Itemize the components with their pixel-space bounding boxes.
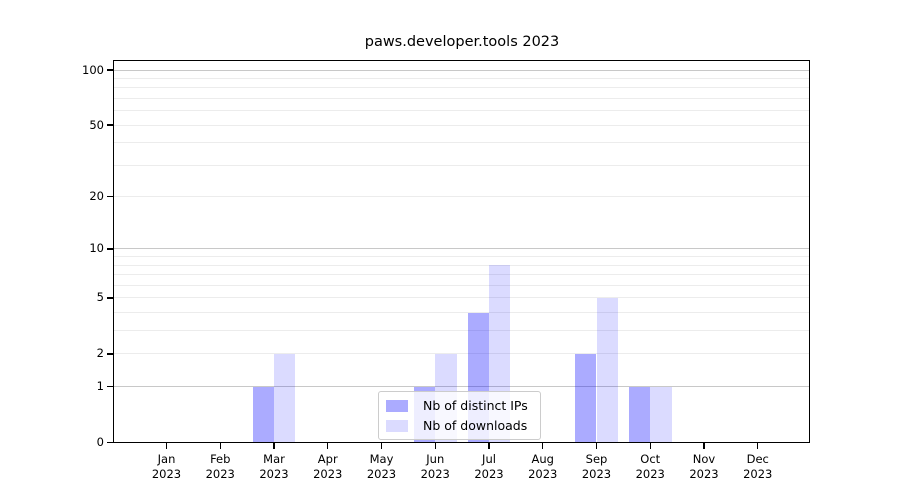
bar: [628, 386, 651, 443]
x-tick-label: Aug 2023: [528, 452, 558, 481]
minor-gridline: [114, 87, 810, 89]
bar: [252, 386, 274, 443]
minor-gridline: [114, 124, 810, 126]
bar: [596, 297, 618, 443]
y-tick-label: 2: [96, 346, 104, 361]
y-tick-label: 1: [96, 379, 104, 394]
minor-gridline: [114, 142, 810, 144]
x-tick-mark: [219, 443, 221, 449]
x-tick-mark: [542, 443, 544, 449]
major-gridline: [114, 69, 810, 71]
minor-gridline: [114, 77, 810, 79]
y-tick-mark: [107, 385, 113, 388]
minor-gridline: [114, 353, 810, 355]
y-tick-label: 100: [82, 62, 104, 77]
x-tick-mark: [327, 443, 329, 449]
minor-gridline: [114, 164, 810, 166]
legend-swatch-downloads: [386, 419, 408, 432]
x-tick-label: Mar 2023: [259, 452, 289, 481]
x-tick-label: Jul 2023: [474, 452, 504, 481]
x-tick-label: Apr 2023: [313, 452, 343, 481]
x-tick-label: Sep 2023: [581, 452, 612, 481]
x-tick-label: Feb 2023: [205, 452, 235, 481]
minor-gridline: [114, 312, 810, 314]
chart-title: paws.developer.tools 2023: [364, 34, 560, 50]
minor-gridline: [114, 97, 810, 99]
y-tick-mark: [107, 69, 113, 71]
minor-gridline: [114, 264, 810, 266]
x-tick-mark: [380, 443, 383, 449]
y-tick-mark: [107, 248, 113, 250]
x-tick-mark: [703, 443, 705, 449]
legend-swatch-distinct-ips: [386, 399, 408, 412]
minor-gridline: [114, 284, 810, 286]
x-tick-label: Oct 2023: [635, 452, 665, 481]
x-tick-mark: [757, 443, 759, 449]
minor-gridline: [114, 297, 810, 299]
x-tick-mark: [273, 443, 275, 449]
minor-gridline: [114, 256, 810, 258]
legend: Nb of distinct IPs Nb of downloads: [378, 391, 541, 440]
y-tick-label: 20: [89, 189, 104, 204]
legend-item-distinct-ips: Nb of distinct IPs: [386, 397, 528, 414]
legend-label-distinct-ips: Nb of distinct IPs: [423, 398, 528, 413]
minor-gridline: [114, 196, 810, 198]
x-tick-label: May 2023: [366, 452, 397, 481]
y-tick-label: 0: [96, 435, 104, 449]
x-tick-label: Jan 2023: [151, 452, 182, 481]
x-tick-label: Nov 2023: [689, 452, 719, 481]
y-tick-mark: [107, 297, 113, 299]
x-tick-mark: [595, 443, 598, 449]
minor-gridline: [114, 330, 810, 332]
major-gridline: [114, 386, 810, 388]
bar: [274, 353, 296, 443]
legend-item-downloads: Nb of downloads: [386, 417, 528, 434]
bar: [575, 353, 597, 443]
legend-label-downloads: Nb of downloads: [423, 418, 528, 433]
y-tick-mark: [107, 353, 113, 355]
major-gridline: [114, 248, 810, 250]
x-tick-label: Dec 2023: [743, 452, 773, 481]
x-tick-mark: [649, 443, 651, 449]
y-tick-mark: [107, 196, 113, 198]
y-tick-label: 5: [96, 290, 104, 305]
x-tick-mark: [434, 443, 436, 449]
minor-gridline: [114, 110, 810, 112]
x-tick-label: Jun 2023: [420, 452, 450, 481]
x-tick-mark: [165, 443, 168, 449]
bar: [650, 386, 672, 443]
minor-gridline: [114, 274, 810, 276]
y-tick-label: 50: [89, 117, 104, 132]
y-tick-mark: [107, 124, 113, 126]
y-tick-label: 10: [89, 241, 104, 256]
y-tick-mark: [107, 441, 113, 444]
x-tick-mark: [488, 443, 490, 449]
